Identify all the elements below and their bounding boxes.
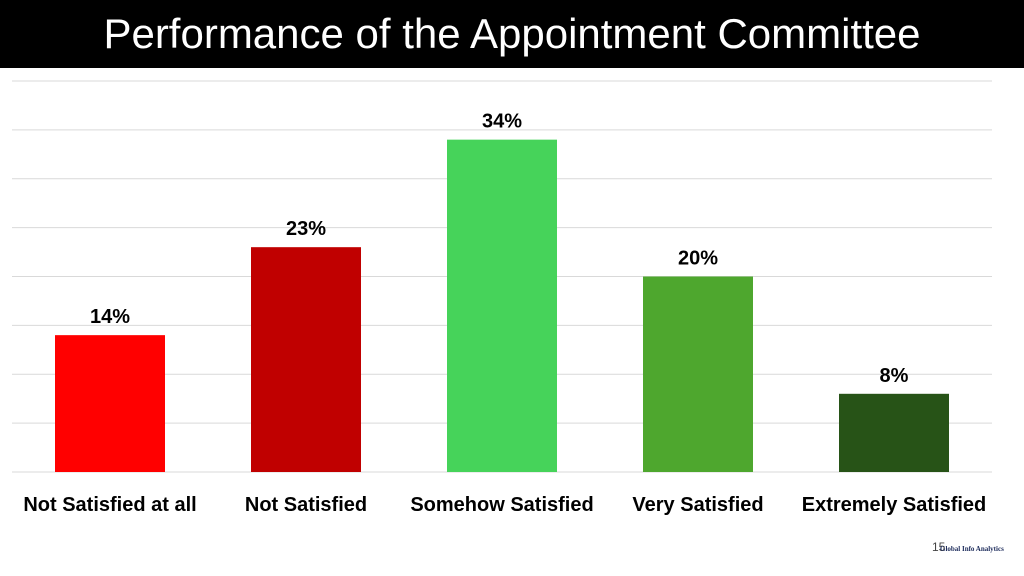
x-tick-label: Somehow Satisfied bbox=[410, 494, 594, 516]
x-tick-label: Extremely Satisfied bbox=[801, 494, 987, 516]
x-tick-label: Very Satisfied bbox=[632, 494, 764, 516]
x-tick-label: Not Satisfied at all bbox=[23, 494, 197, 516]
bar bbox=[251, 247, 361, 472]
value-label: 20% bbox=[678, 248, 718, 270]
bar bbox=[643, 276, 753, 472]
bar bbox=[447, 139, 557, 472]
value-label: 34% bbox=[482, 111, 522, 133]
logo: Global Info Analytics bbox=[940, 545, 1004, 553]
value-label: 8% bbox=[880, 365, 909, 387]
value-label: 23% bbox=[286, 218, 326, 240]
x-tick-label: Not Satisfied bbox=[244, 494, 368, 516]
bar bbox=[839, 393, 949, 472]
title-banner bbox=[0, 0, 1024, 68]
chart-title: Performance of the Appointment Committee bbox=[103, 10, 921, 57]
bar bbox=[55, 335, 165, 472]
value-label: 14% bbox=[90, 306, 130, 328]
page-number: 15 bbox=[932, 540, 946, 554]
